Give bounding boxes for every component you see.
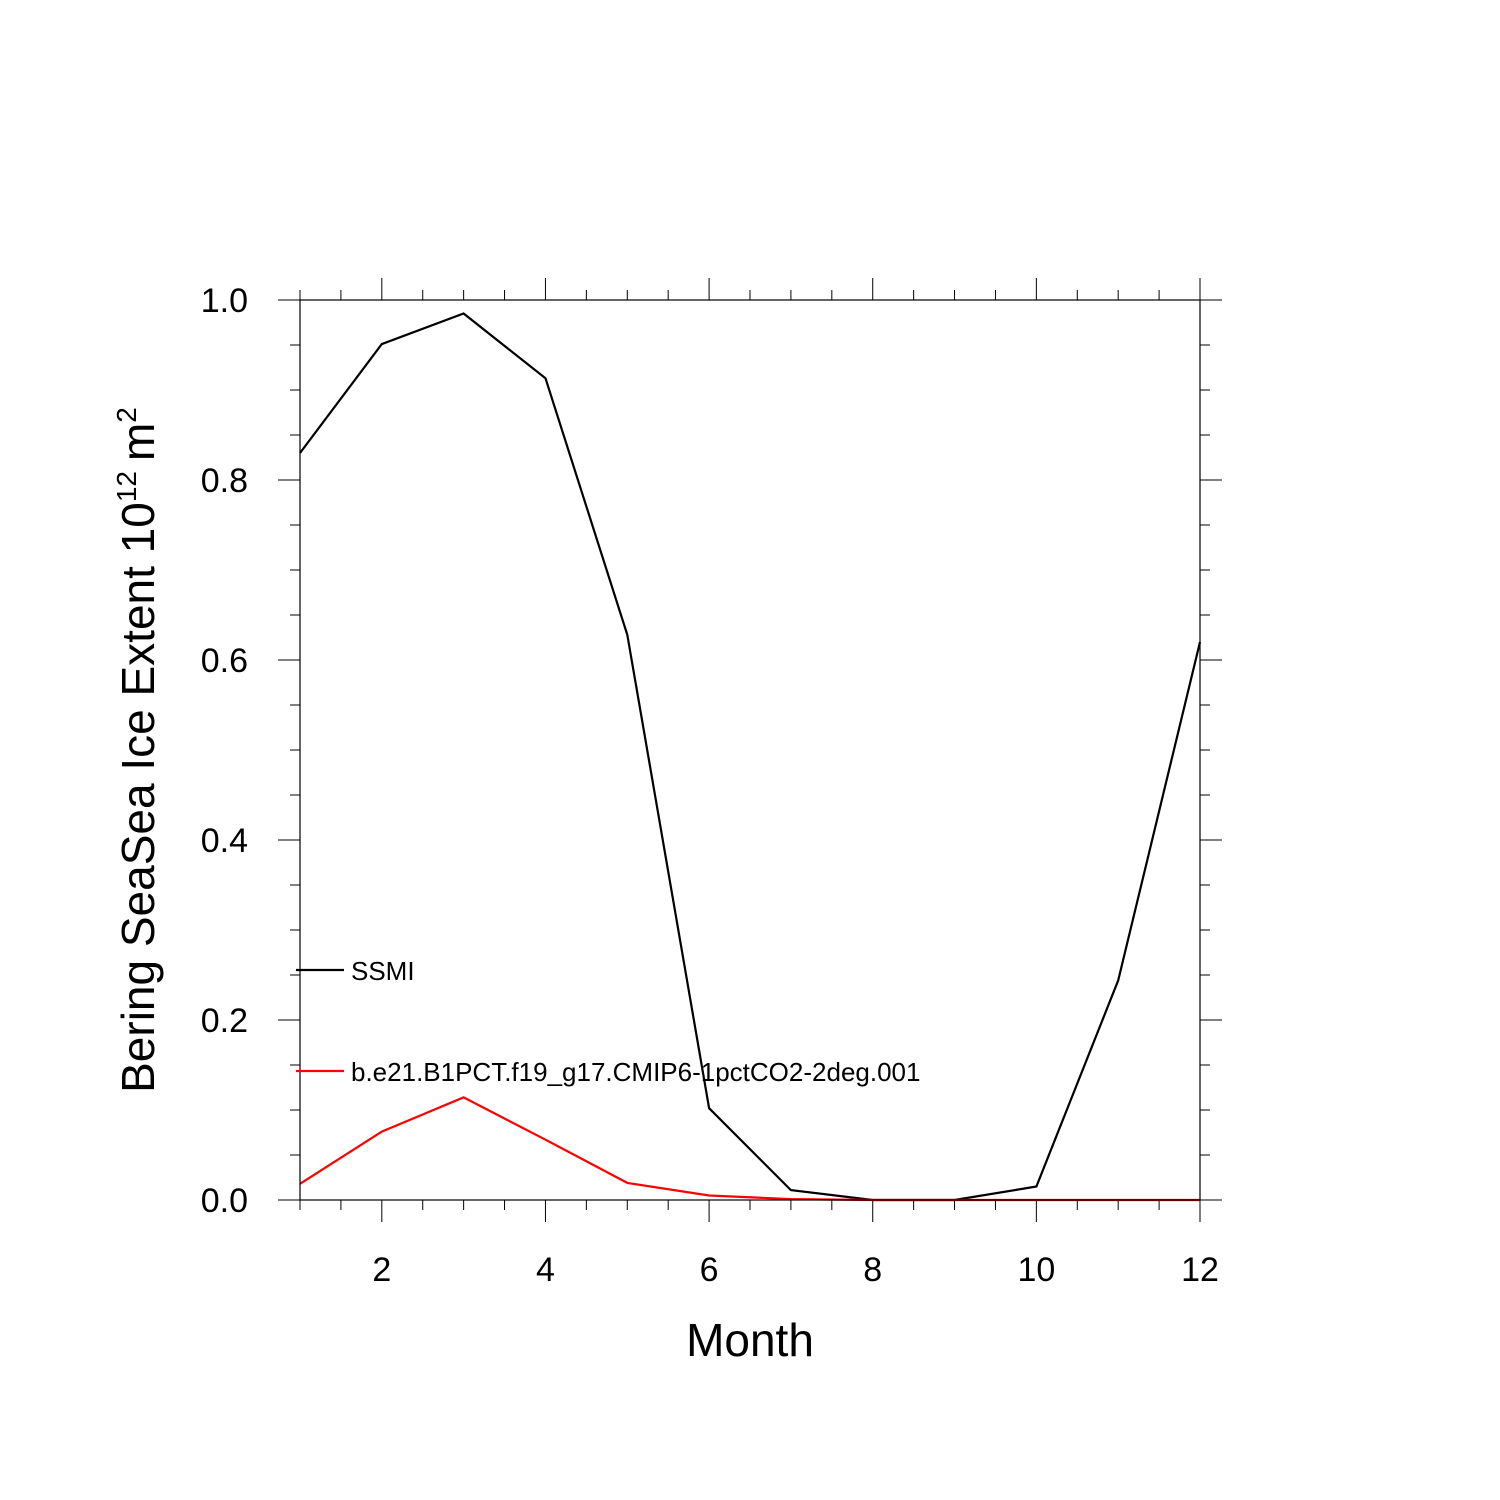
y-tick-label: 1.0 [201,282,248,320]
x-tick-label: 10 [1017,1251,1055,1289]
y-tick-label: 0.0 [201,1182,248,1220]
y-tick-label: 0.4 [201,822,248,860]
x-tick-label: 2 [372,1251,391,1289]
x-tick-label: 8 [863,1251,882,1289]
y-axis-title-unit-exponent: 2 [111,407,142,423]
minor-ticks [290,290,1210,1210]
y-axis-title-text: Bering SeaSea Ice Extent 10 [112,502,164,1093]
legend: SSMI b.e21.B1PCT.f19_g17.CMIP6-1pctCO2-2d… [296,956,920,1087]
x-axis-title: Month [686,1314,814,1366]
y-axis-title-exponent: 12 [111,471,142,502]
y-tick-label: 0.6 [201,642,248,680]
y-tick-label: 0.8 [201,462,248,500]
x-tick-labels: 2 4 6 8 10 12 [372,1251,1219,1289]
y-tick-label: 0.2 [201,1002,248,1040]
x-tick-label: 6 [700,1251,719,1289]
y-axis-title: Bering SeaSea Ice Extent 1012 m2 [111,407,164,1093]
legend-label-2: b.e21.B1PCT.f19_g17.CMIP6-1pctCO2-2deg.0… [351,1057,920,1087]
plot-frame [299,299,1201,1201]
x-tick-label: 4 [536,1251,555,1289]
legend-label-1: SSMI [351,956,415,986]
major-ticks [278,278,1222,1222]
series-line-1 [299,312,1202,1202]
y-tick-labels: 0.0 0.2 0.4 0.6 0.8 1.0 [201,282,248,1220]
x-tick-label: 12 [1181,1251,1219,1289]
y-axis-title-unit: m [112,423,164,461]
